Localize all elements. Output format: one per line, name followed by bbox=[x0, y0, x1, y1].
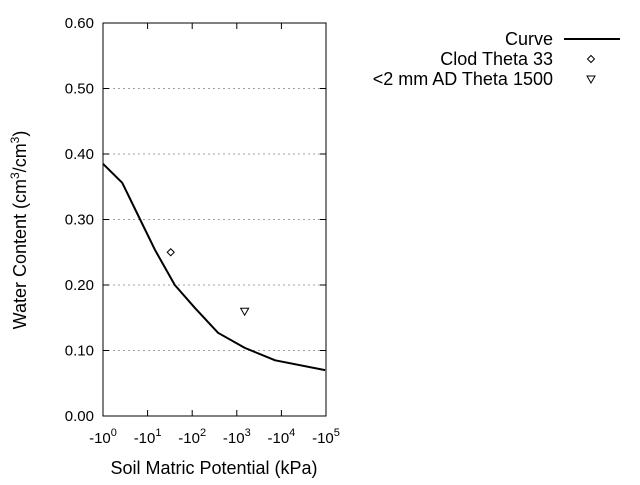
curve-line bbox=[102, 163, 326, 372]
data-point bbox=[239, 307, 250, 317]
y-tick-label: 0.30 bbox=[65, 212, 94, 229]
y-axis-label: Water Content (cm3/cm3) bbox=[8, 131, 30, 330]
y-axis: 0.00 0.10 0.20 0.30 0.40 0.50 0.60 bbox=[65, 15, 326, 425]
legend-label: Curve bbox=[505, 29, 553, 49]
y-tick-label: 0.00 bbox=[65, 408, 94, 425]
x-tick-label: -105 bbox=[312, 427, 340, 447]
x-tick-label: -104 bbox=[267, 427, 295, 447]
y-tick-label: 0.20 bbox=[65, 277, 94, 294]
legend-label: Clod Theta 33 bbox=[440, 49, 553, 69]
y-tick-label: 0.50 bbox=[65, 81, 94, 98]
x-tick-label: -103 bbox=[223, 427, 251, 447]
x-tick-label: -102 bbox=[178, 427, 206, 447]
legend-marker bbox=[586, 75, 596, 85]
legend-marker bbox=[586, 54, 596, 64]
y-tick-label: 0.10 bbox=[65, 343, 94, 360]
x-tick-label: -100 bbox=[89, 427, 117, 447]
y-tick-label: 0.60 bbox=[65, 15, 94, 32]
series-layer bbox=[102, 163, 326, 372]
grid bbox=[103, 88, 326, 351]
x-axis-label: Soil Matric Potential (kPa) bbox=[110, 458, 317, 478]
data-point bbox=[166, 248, 175, 257]
y-tick-label: 0.40 bbox=[65, 146, 94, 163]
legend-label: <2 mm AD Theta 1500 bbox=[373, 69, 553, 89]
x-tick-label: -101 bbox=[134, 427, 162, 447]
x-axis: -100 -101 -102 -103 -104 -105 bbox=[89, 23, 340, 447]
